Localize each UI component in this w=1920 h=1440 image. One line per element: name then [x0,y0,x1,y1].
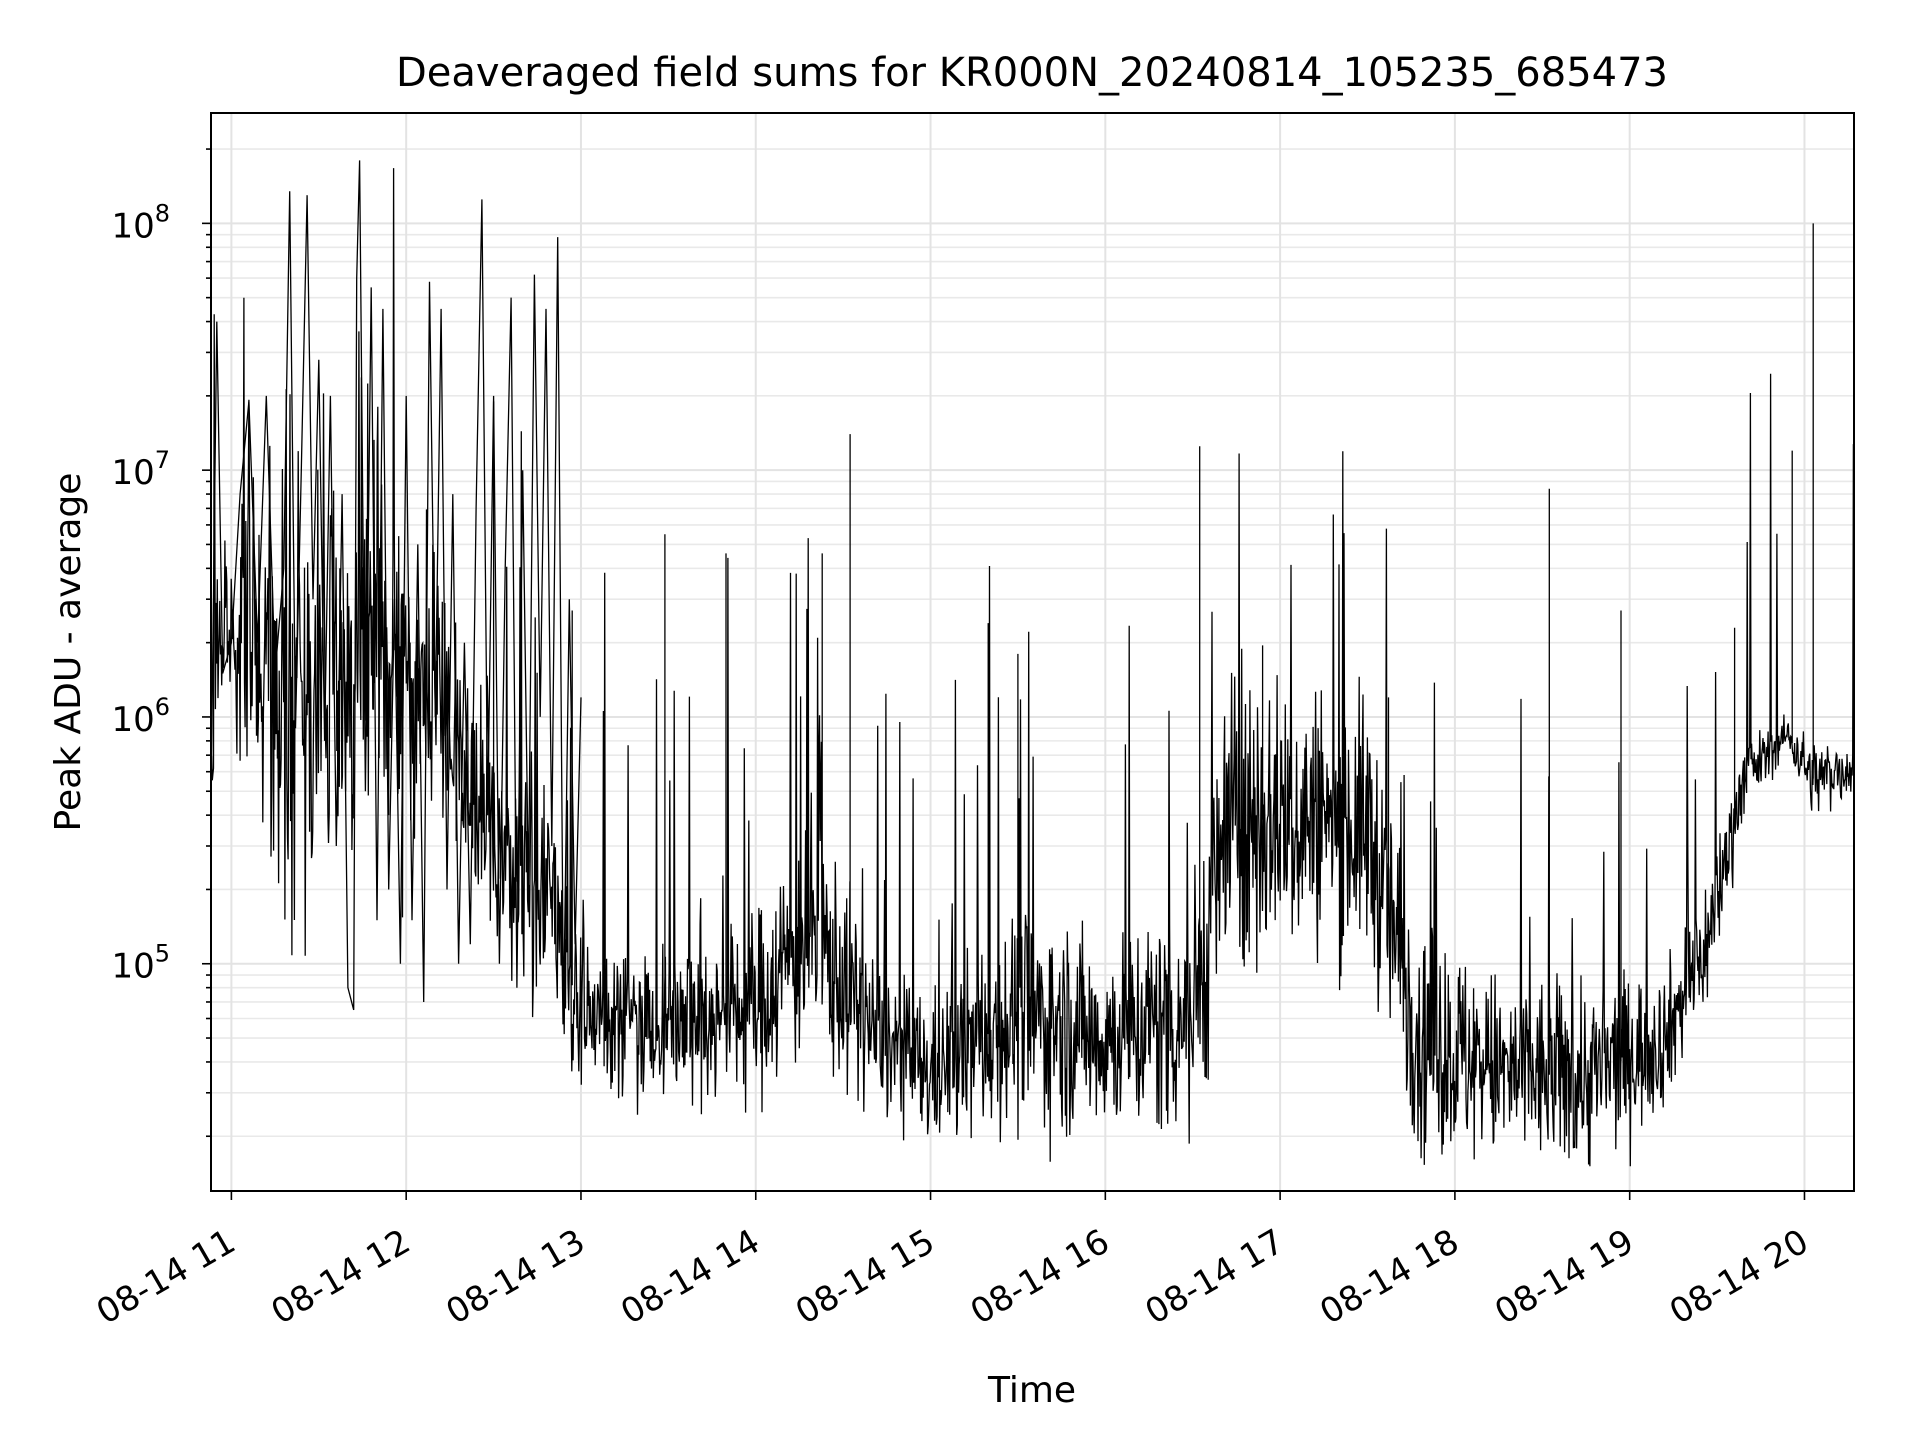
plot-frame [210,112,1855,1192]
y-tick-label: 108 [111,199,170,246]
y-tick-label: 106 [111,693,170,740]
y-tick-label: 107 [111,446,170,493]
chart-title: Deaveraged field sums for KR000N_2024081… [396,50,1668,96]
series-line-texture [210,168,1855,1167]
y-tick-label: 105 [111,940,170,987]
y-tick-labels: 105 106 107 108 [111,199,170,986]
plot-area [210,160,1855,1167]
x-axis-label: Time [987,1370,1076,1411]
y-axis-label: Peak ADU - average [48,473,89,832]
